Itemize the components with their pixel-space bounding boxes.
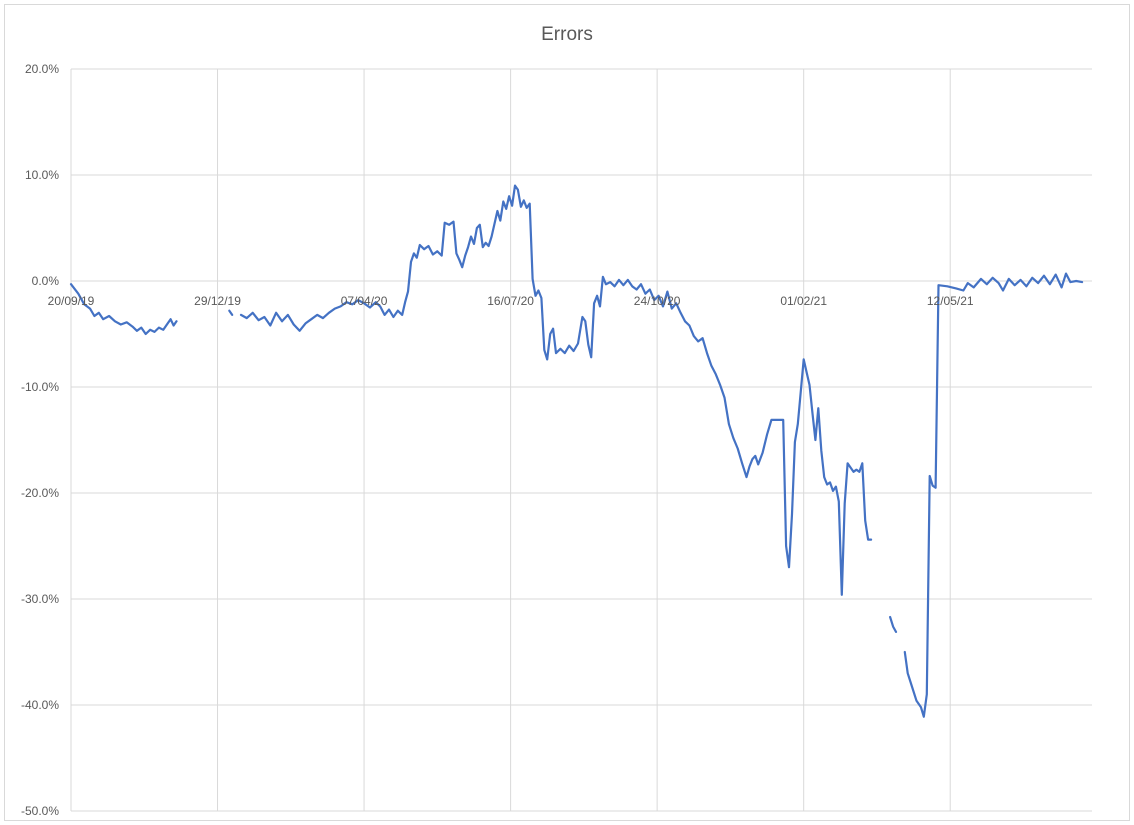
chart-frame bbox=[4, 4, 1130, 821]
series-line-segment bbox=[888, 615, 898, 634]
series-line-segment bbox=[239, 184, 873, 596]
y-tick-label: -30.0% bbox=[21, 592, 59, 606]
x-tick-label: 29/12/19 bbox=[194, 294, 241, 308]
y-tick-label: 0.0% bbox=[32, 274, 60, 288]
y-tick-label: 20.0% bbox=[25, 62, 59, 76]
y-axis-ticks: 20.0% 10.0% 0.0% -10.0% -20.0% -30.0% -40.0% -5… bbox=[21, 62, 59, 818]
y-tick-label: -10.0% bbox=[21, 380, 59, 394]
series-line-segment bbox=[69, 283, 178, 336]
y-tick-label: -20.0% bbox=[21, 486, 59, 500]
x-tick-label: 16/07/20 bbox=[487, 294, 534, 308]
x-tick-label: 20/09/19 bbox=[48, 294, 95, 308]
x-axis-ticks: 20/09/19 29/12/19 07/04/20 16/07/20 24/10/20… bbox=[48, 294, 974, 308]
gridlines bbox=[70, 68, 1092, 812]
series-line-segment bbox=[903, 272, 1084, 718]
chart-title: Errors bbox=[541, 24, 593, 45]
x-tick-label: 24/10/20 bbox=[634, 294, 681, 308]
y-tick-label: -50.0% bbox=[21, 804, 59, 818]
x-tick-label: 07/04/20 bbox=[341, 294, 388, 308]
x-tick-label: 01/02/21 bbox=[780, 294, 827, 308]
x-tick-label: 12/05/21 bbox=[927, 294, 974, 308]
series-line-segment bbox=[228, 309, 234, 316]
series-errors bbox=[69, 184, 1084, 718]
y-tick-label: -40.0% bbox=[21, 698, 59, 712]
y-tick-label: 10.0% bbox=[25, 168, 59, 182]
